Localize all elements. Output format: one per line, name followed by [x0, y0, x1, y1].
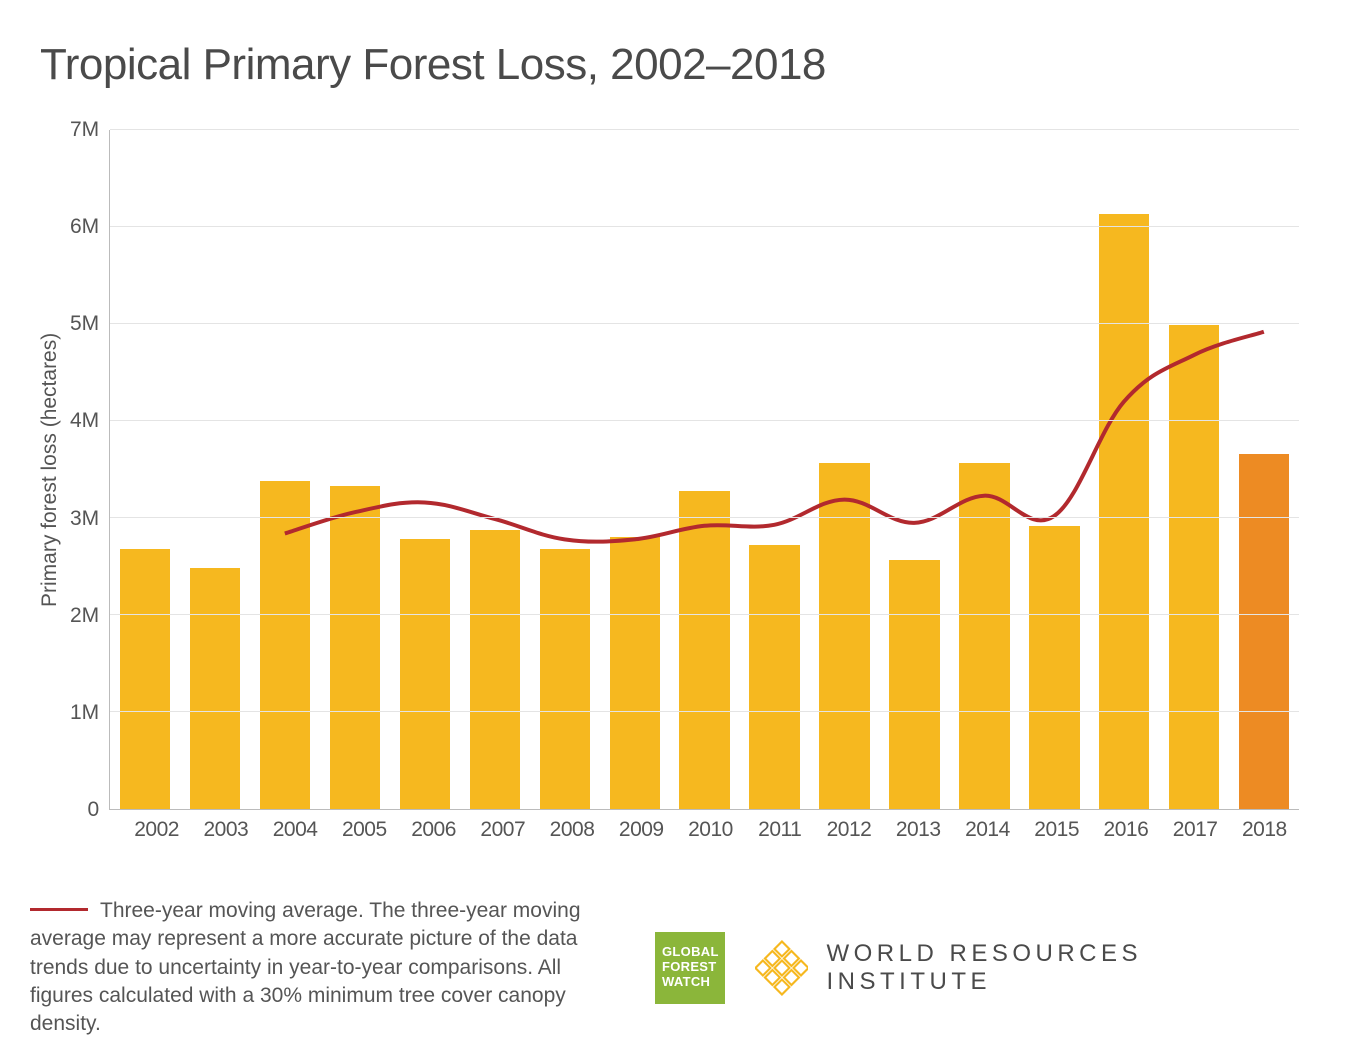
x-tick: 2002	[122, 818, 191, 842]
chart-title: Tropical Primary Forest Loss, 2002–2018	[40, 40, 1299, 90]
bar-slot	[1089, 130, 1159, 809]
grid-line	[110, 614, 1299, 615]
x-tick: 2011	[745, 818, 814, 842]
x-tick: 2013	[884, 818, 953, 842]
bars-container	[110, 130, 1299, 809]
bar-slot	[390, 130, 460, 809]
x-tick: 2004	[260, 818, 329, 842]
y-axis-ticks: 7M6M5M4M3M2M1M0	[70, 130, 109, 810]
bar-slot	[110, 130, 180, 809]
bar-2003	[190, 568, 240, 809]
bar-2016	[1099, 214, 1149, 809]
legend-line-swatch	[30, 908, 88, 911]
y-axis-label: Primary forest loss (hectares)	[30, 130, 70, 810]
x-tick: 2012	[814, 818, 883, 842]
bar-slot	[810, 130, 880, 809]
bar-slot	[740, 130, 810, 809]
gfw-line1: GLOBAL	[662, 945, 725, 960]
grid-line	[110, 323, 1299, 324]
bar-2012	[819, 463, 869, 809]
grid-line	[110, 517, 1299, 518]
bar-2004	[260, 481, 310, 809]
x-axis-ticks: 2002200320042005200620072008200920102011…	[122, 818, 1299, 842]
chart-area: Primary forest loss (hectares) 7M6M5M4M3…	[30, 130, 1299, 810]
bar-2002	[120, 549, 170, 809]
x-tick: 2003	[191, 818, 260, 842]
grid-line	[110, 420, 1299, 421]
gfw-line3: WATCH	[662, 975, 725, 990]
legend-text: Three-year moving average. The three-yea…	[30, 897, 625, 1039]
x-tick: 2010	[676, 818, 745, 842]
bar-slot	[1159, 130, 1229, 809]
gfw-line2: FOREST	[662, 960, 725, 975]
plot-region	[109, 130, 1299, 810]
bar-slot	[1019, 130, 1089, 809]
x-tick: 2016	[1091, 818, 1160, 842]
x-tick: 2017	[1161, 818, 1230, 842]
bar-2017	[1169, 325, 1219, 809]
bar-2010	[679, 491, 729, 809]
legend-caption: Three-year moving average. The three-yea…	[30, 899, 581, 1035]
bar-2015	[1029, 526, 1079, 809]
bar-2006	[400, 539, 450, 809]
bar-2011	[749, 545, 799, 809]
bar-2009	[610, 537, 660, 809]
bar-2013	[889, 560, 939, 809]
wri-icon	[755, 940, 809, 996]
bar-slot	[320, 130, 390, 809]
bar-2018	[1239, 454, 1289, 809]
grid-line	[110, 129, 1299, 130]
x-tick: 2007	[468, 818, 537, 842]
bar-slot	[600, 130, 670, 809]
x-tick: 2015	[1022, 818, 1091, 842]
bar-2014	[959, 463, 1009, 809]
bar-2005	[330, 486, 380, 809]
x-tick: 2005	[330, 818, 399, 842]
bar-slot	[250, 130, 320, 809]
bar-slot	[1229, 130, 1299, 809]
chart-footer: Three-year moving average. The three-yea…	[30, 897, 1299, 1039]
grid-line	[110, 711, 1299, 712]
x-tick: 2009	[607, 818, 676, 842]
bar-slot	[460, 130, 530, 809]
bar-slot	[530, 130, 600, 809]
wri-text: WORLD RESOURCES INSTITUTE	[826, 940, 1299, 996]
bar-2008	[540, 549, 590, 809]
global-forest-watch-logo: GLOBAL FOREST WATCH	[655, 932, 725, 1004]
bar-2007	[470, 530, 520, 809]
x-tick: 2014	[953, 818, 1022, 842]
x-tick: 2018	[1230, 818, 1299, 842]
grid-line	[110, 226, 1299, 227]
bar-slot	[949, 130, 1019, 809]
x-tick: 2008	[537, 818, 606, 842]
bar-slot	[880, 130, 950, 809]
wri-logo: WORLD RESOURCES INSTITUTE	[755, 940, 1299, 996]
bar-slot	[670, 130, 740, 809]
x-tick: 2006	[399, 818, 468, 842]
bar-slot	[180, 130, 250, 809]
